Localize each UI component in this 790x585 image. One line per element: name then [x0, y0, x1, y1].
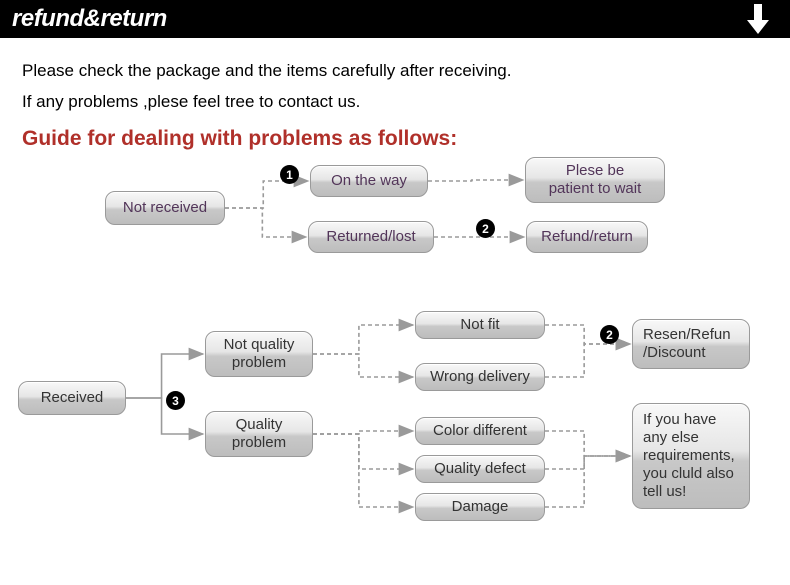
- edge-quality-quality_defect: [313, 434, 413, 469]
- guide-title: Guide for dealing with problems as follo…: [0, 123, 790, 151]
- node-color_diff: Color different: [415, 417, 545, 445]
- intro-block: Please check the package and the items c…: [0, 38, 790, 123]
- edge-damage-else_req: [545, 456, 630, 507]
- edge-quality-damage: [313, 434, 413, 507]
- intro-line-2: If any problems ,plese feel tree to cont…: [22, 87, 768, 118]
- edge-quality-color_diff: [313, 431, 413, 434]
- intro-line-1: Please check the package and the items c…: [22, 56, 768, 87]
- edge-received-quality: [126, 398, 203, 434]
- badge-b4: 2: [600, 325, 619, 344]
- edge-wrong_delivery-resend_refund: [545, 344, 630, 377]
- node-not_fit: Not fit: [415, 311, 545, 339]
- edge-color_diff-else_req: [545, 431, 630, 456]
- edge-not_received-returned_lost: [225, 208, 306, 237]
- header-arrow-icon: [738, 0, 778, 38]
- node-patient_wait: Plese bepatient to wait: [525, 157, 665, 203]
- node-quality: Qualityproblem: [205, 411, 313, 457]
- node-not_quality: Not qualityproblem: [205, 331, 313, 377]
- edge-not_received-on_the_way: [225, 181, 308, 208]
- badge-b2: 2: [476, 219, 495, 238]
- node-wrong_delivery: Wrong delivery: [415, 363, 545, 391]
- node-quality_defect: Quality defect: [415, 455, 545, 483]
- node-refund_return: Refund/return: [526, 221, 648, 253]
- edge-quality_defect-else_req: [545, 456, 630, 469]
- node-not_received: Not received: [105, 191, 225, 225]
- badge-b3: 3: [166, 391, 185, 410]
- edge-received-not_quality: [126, 354, 203, 398]
- node-damage: Damage: [415, 493, 545, 521]
- node-resend_refund: Resen/Refun/Discount: [632, 319, 750, 369]
- edge-on_the_way-patient_wait: [428, 180, 523, 181]
- node-else_req: If you haveany elserequirements,you clul…: [632, 403, 750, 509]
- header-title: refund&return: [12, 5, 167, 33]
- header-bar: refund&return: [0, 0, 790, 38]
- flowchart-diagram: Not received On the way Plese bepatient to…: [0, 151, 790, 571]
- edge-not_quality-wrong_delivery: [313, 354, 413, 377]
- badge-b1: 1: [280, 165, 299, 184]
- node-returned_lost: Returned/lost: [308, 221, 434, 253]
- node-received: Received: [18, 381, 126, 415]
- edge-not_quality-not_fit: [313, 325, 413, 354]
- node-on_the_way: On the way: [310, 165, 428, 197]
